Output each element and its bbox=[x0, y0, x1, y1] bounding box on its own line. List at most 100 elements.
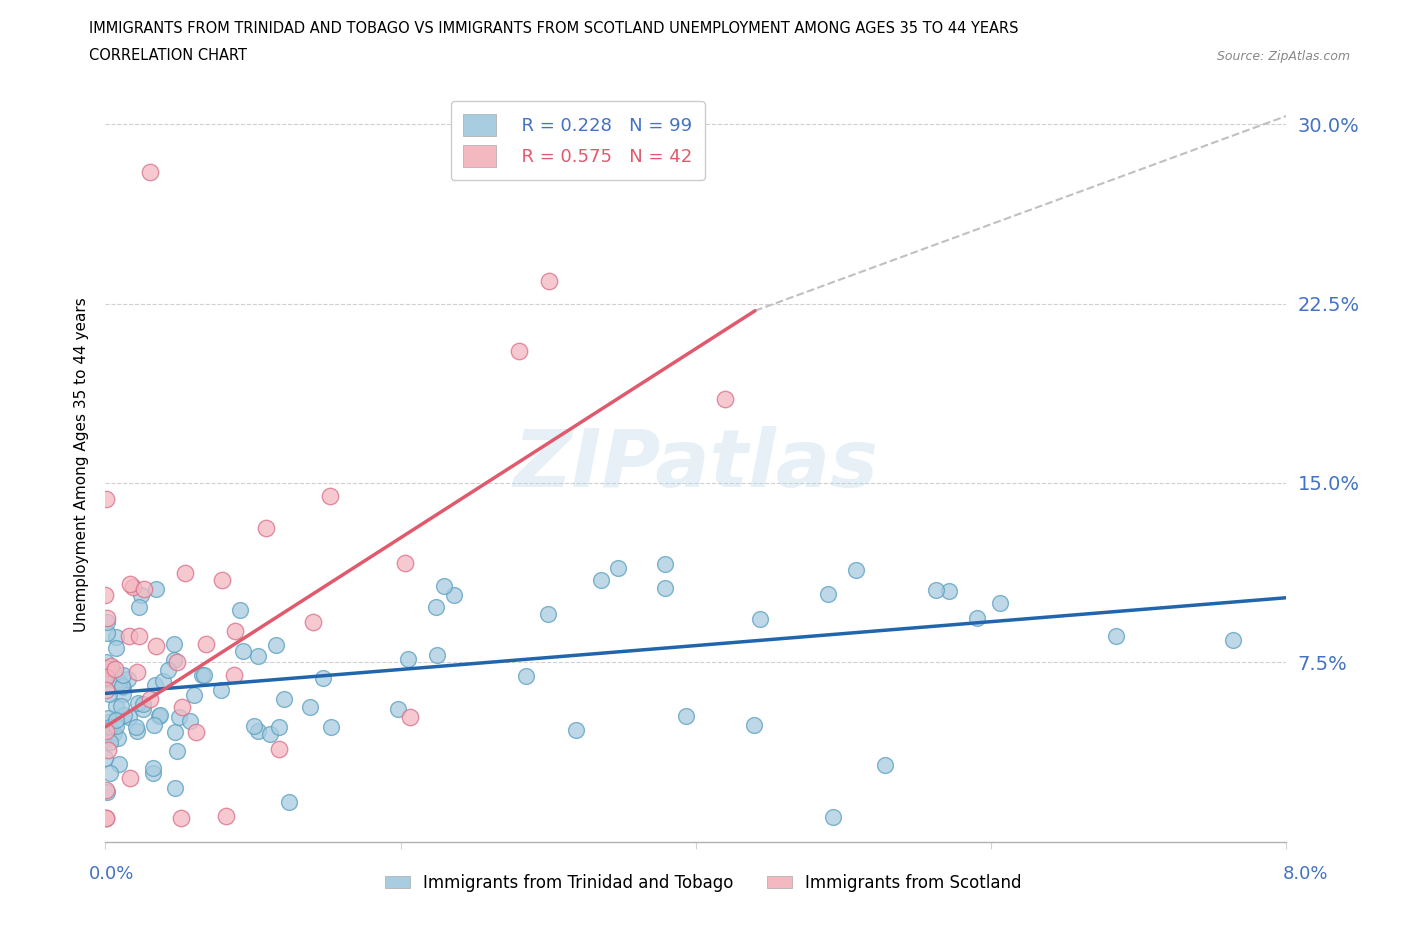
Point bbox=[96, 671, 118, 685]
Point bbox=[107, 675, 129, 690]
Point bbox=[94, 751, 117, 765]
Text: CORRELATION CHART: CORRELATION CHART bbox=[89, 48, 246, 63]
Point bbox=[169, 810, 191, 825]
Point bbox=[96, 610, 118, 625]
Point bbox=[211, 573, 233, 588]
Point bbox=[129, 588, 152, 603]
Text: 8.0%: 8.0% bbox=[1284, 865, 1329, 883]
Point bbox=[319, 488, 342, 503]
Point bbox=[925, 583, 948, 598]
Y-axis label: Unemployment Among Ages 35 to 44 years: Unemployment Among Ages 35 to 44 years bbox=[73, 298, 89, 632]
Point bbox=[94, 732, 117, 747]
Point bbox=[654, 557, 676, 572]
Point bbox=[97, 743, 120, 758]
Point bbox=[118, 629, 141, 644]
Point bbox=[508, 344, 530, 359]
Point bbox=[132, 697, 155, 711]
Point bbox=[132, 701, 155, 716]
Point bbox=[191, 667, 214, 682]
Point bbox=[278, 794, 301, 809]
Point bbox=[396, 652, 419, 667]
Point bbox=[242, 719, 264, 734]
Point bbox=[387, 701, 409, 716]
Point bbox=[186, 724, 208, 739]
Point bbox=[117, 671, 139, 686]
Point bbox=[148, 709, 170, 724]
Point bbox=[145, 581, 167, 596]
Point bbox=[125, 724, 148, 738]
Point bbox=[179, 713, 201, 728]
Point bbox=[247, 724, 270, 738]
Point bbox=[104, 661, 127, 676]
Point bbox=[232, 644, 254, 658]
Point bbox=[298, 699, 321, 714]
Point bbox=[1105, 629, 1128, 644]
Point bbox=[174, 565, 197, 580]
Point bbox=[128, 600, 150, 615]
Point bbox=[110, 698, 132, 713]
Point bbox=[104, 719, 127, 734]
Point bbox=[145, 638, 167, 653]
Point bbox=[565, 723, 588, 737]
Point bbox=[139, 692, 162, 707]
Point bbox=[104, 641, 127, 656]
Point bbox=[94, 723, 117, 737]
Text: Source: ZipAtlas.com: Source: ZipAtlas.com bbox=[1216, 50, 1350, 63]
Point bbox=[817, 587, 839, 602]
Point bbox=[118, 710, 141, 724]
Point bbox=[267, 719, 290, 734]
Point bbox=[170, 699, 193, 714]
Point bbox=[127, 696, 149, 711]
Point bbox=[108, 756, 131, 771]
Point bbox=[104, 712, 127, 727]
Point bbox=[183, 687, 205, 702]
Point bbox=[165, 724, 187, 739]
Point bbox=[163, 780, 186, 795]
Point bbox=[142, 761, 165, 776]
Point bbox=[111, 668, 134, 683]
Point bbox=[100, 658, 122, 673]
Point bbox=[96, 625, 118, 640]
Point bbox=[111, 679, 134, 694]
Point bbox=[749, 612, 772, 627]
Point bbox=[229, 603, 252, 618]
Point bbox=[98, 686, 121, 701]
Point bbox=[118, 577, 141, 591]
Point bbox=[266, 638, 288, 653]
Point bbox=[821, 810, 844, 825]
Point bbox=[94, 670, 117, 684]
Point bbox=[966, 611, 988, 626]
Point bbox=[98, 735, 121, 750]
Point bbox=[398, 710, 420, 724]
Point bbox=[215, 809, 238, 824]
Point bbox=[938, 583, 960, 598]
Point bbox=[209, 683, 232, 698]
Point bbox=[433, 578, 456, 593]
Point bbox=[94, 683, 117, 698]
Point bbox=[94, 810, 117, 825]
Point bbox=[142, 765, 165, 780]
Point bbox=[96, 615, 118, 630]
Point bbox=[124, 720, 146, 735]
Text: IMMIGRANTS FROM TRINIDAD AND TOBAGO VS IMMIGRANTS FROM SCOTLAND UNEMPLOYMENT AMO: IMMIGRANTS FROM TRINIDAD AND TOBAGO VS I… bbox=[89, 20, 1018, 35]
Point bbox=[138, 165, 162, 179]
Point bbox=[844, 563, 866, 578]
Point bbox=[134, 581, 156, 596]
Point bbox=[98, 765, 121, 780]
Point bbox=[96, 785, 118, 800]
Point bbox=[94, 782, 117, 797]
Point bbox=[537, 606, 560, 621]
Point bbox=[443, 588, 465, 603]
Text: 0.0%: 0.0% bbox=[89, 865, 134, 883]
Point bbox=[267, 742, 290, 757]
Point bbox=[112, 708, 135, 723]
Point bbox=[1222, 632, 1244, 647]
Point bbox=[107, 731, 129, 746]
Point bbox=[742, 718, 765, 733]
Point bbox=[97, 714, 120, 729]
Point bbox=[96, 655, 118, 670]
Point bbox=[128, 629, 150, 644]
Point bbox=[714, 392, 737, 406]
Point bbox=[259, 726, 281, 741]
Point bbox=[142, 718, 165, 733]
